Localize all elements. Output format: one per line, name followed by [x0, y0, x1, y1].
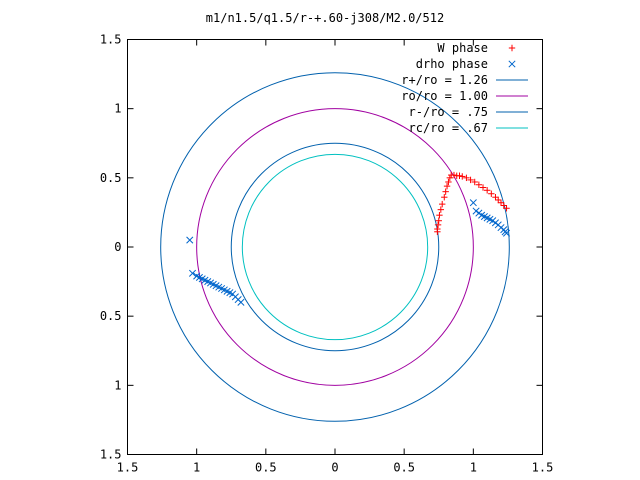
y-tick-label: 0 — [114, 240, 121, 254]
legend-label: drho phase — [416, 57, 488, 71]
x-tick-label: 1 — [470, 461, 477, 475]
drho-phase-point — [237, 298, 245, 306]
drho-phase-point — [212, 282, 220, 290]
y-tick-label: 1 — [114, 378, 121, 392]
drho-phase-point — [198, 275, 206, 283]
legend-label: rc/ro = .67 — [409, 121, 488, 135]
y-tick-label: 0.5 — [100, 309, 122, 323]
drho-phase-point — [201, 276, 209, 284]
drho-phase-point — [186, 236, 194, 244]
circle-curves — [160, 72, 510, 422]
legend-label: ro/ro = 1.00 — [401, 89, 488, 103]
drho-phase-point — [478, 211, 486, 219]
drho-phase-point — [204, 278, 212, 286]
drho-phase-point — [188, 269, 197, 277]
drho-phase-point — [220, 286, 228, 294]
x-tick-label: 1.5 — [532, 461, 554, 475]
drho-phase-point — [226, 289, 234, 297]
drho-phase-point — [218, 284, 226, 293]
legend-label: r+/ro = 1.26 — [401, 73, 488, 87]
drho-phase-point — [195, 273, 203, 281]
x-tick-label: 1 — [193, 461, 200, 475]
drho-phase-point — [223, 287, 231, 295]
drho-phase-point — [469, 199, 477, 207]
legend-label: r-/ro = .75 — [409, 105, 488, 119]
circle-series-line — [196, 108, 474, 386]
circle-series-line — [241, 153, 429, 341]
drho-phase-point — [193, 272, 201, 280]
legend-marker — [508, 60, 516, 68]
axis-ticks: 1.5 1 0.5 0 0.5 1 1.51.510.500.511.5 — [100, 33, 554, 475]
y-tick-label: 0.5 — [100, 171, 122, 185]
x-tick-label: 1.5 — [117, 461, 139, 475]
legend-label: W phase — [437, 41, 488, 55]
x-tick-label: 0 — [331, 461, 338, 475]
drho-phase-point — [215, 283, 223, 291]
x-tick-label: 0.5 — [255, 461, 277, 475]
drho-phase-point — [502, 229, 511, 237]
legend: W phase drho phase r+/ro = 1.26 ro/ro = 1.0… — [401, 41, 528, 135]
data-points — [186, 171, 511, 306]
chart-title: m1/n1.5/q1.5/r-+.60-j308/M2.0/512 — [206, 11, 444, 25]
drho-phase-point — [206, 279, 215, 287]
y-tick-label: 1 — [114, 102, 121, 116]
x-tick-label: 0.5 — [393, 461, 415, 475]
y-tick-label: 1.5 — [100, 448, 122, 462]
y-tick-label: 1.5 — [100, 33, 122, 47]
drho-phase-point — [486, 215, 494, 223]
drho-phase-point — [209, 280, 217, 288]
drho-phase-point — [480, 213, 488, 221]
circle-series-line — [160, 72, 510, 422]
drho-phase-point — [483, 214, 491, 222]
circle-series-line — [230, 142, 440, 352]
